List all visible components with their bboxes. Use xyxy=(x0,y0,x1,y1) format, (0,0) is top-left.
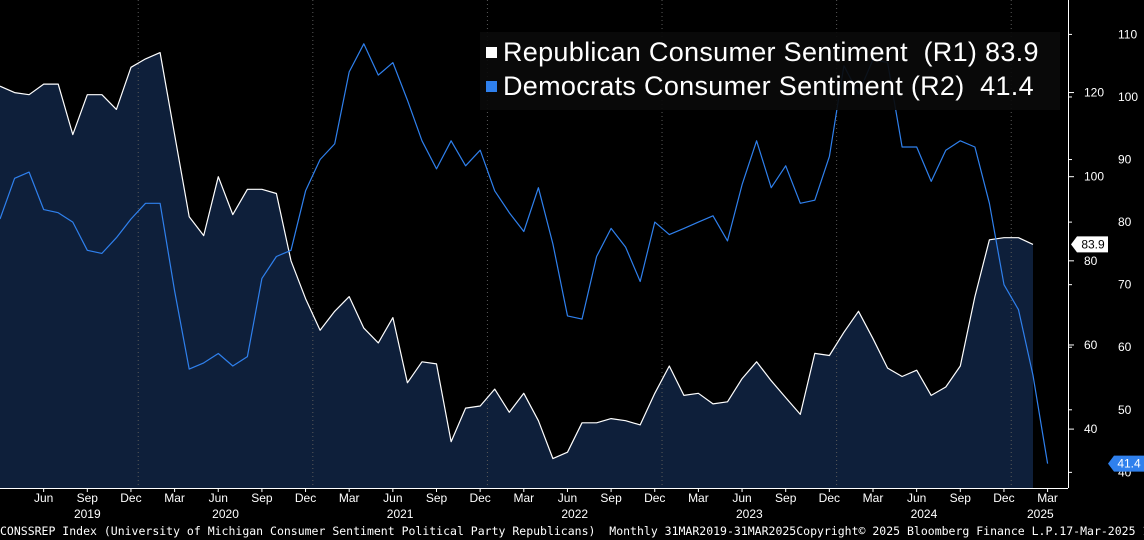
x-month-label: Mar xyxy=(688,491,709,505)
x-month-label: Sep xyxy=(600,491,622,505)
r2-tick-label: 60 xyxy=(1118,340,1132,354)
x-year-label: 2025 xyxy=(1027,507,1054,521)
r2-tick-label: 70 xyxy=(1118,278,1132,292)
r2-tick-label: 50 xyxy=(1118,403,1132,417)
x-month-label: Mar xyxy=(863,491,884,505)
x-month-label: Sep xyxy=(775,491,797,505)
grid-layer xyxy=(137,0,1012,488)
x-month-label: Dec xyxy=(120,491,141,505)
republican-line xyxy=(0,51,1034,460)
x-month-label: Mar xyxy=(513,491,534,505)
x-month-label: Dec xyxy=(993,491,1014,505)
x-year-label: 2019 xyxy=(74,507,101,521)
r1-tick-label: 60 xyxy=(1084,338,1098,352)
r1-tick-label: 100 xyxy=(1084,170,1104,184)
footer-timestamp: 17-Mar-2025 17:18:32 xyxy=(1059,523,1144,538)
x-month-label: Jun xyxy=(209,491,228,505)
x-month-label: Mar xyxy=(164,491,185,505)
r2-last-value-text: 41.4 xyxy=(1117,457,1141,471)
x-month-label: Dec xyxy=(819,491,840,505)
x-month-label: Sep xyxy=(251,491,273,505)
republican-area-layer xyxy=(0,52,1033,488)
x-month-label: Dec xyxy=(295,491,316,505)
x-month-label: Mar xyxy=(339,491,360,505)
r1-tick-label: 80 xyxy=(1084,254,1098,268)
x-month-label: Sep xyxy=(426,491,448,505)
r1-tick-label: 120 xyxy=(1084,86,1104,100)
x-month-label: Sep xyxy=(77,491,99,505)
x-month-label: Dec xyxy=(644,491,665,505)
legend-label-republican: Republican Consumer Sentiment (R1) 83.9 xyxy=(503,37,1039,67)
r2-tick-label: 80 xyxy=(1118,215,1132,229)
legend-label-democrats: Democrats Consumer Sentiment (R2) 41.4 xyxy=(503,71,1034,101)
x-month-label: Sep xyxy=(950,491,972,505)
x-month-label: Jun xyxy=(732,491,751,505)
footer: CONSSREP Index (University of Michigan C… xyxy=(0,521,1144,540)
footer-source: CONSSREP Index (University of Michigan C… xyxy=(0,523,797,538)
republican-line-layer xyxy=(0,51,1034,460)
r1-last-value-text: 83.9 xyxy=(1081,237,1105,251)
x-month-label: Mar xyxy=(1037,491,1058,505)
x-year-label: 2024 xyxy=(911,507,938,521)
x-month-label: Dec xyxy=(469,491,490,505)
x-year-label: 2023 xyxy=(736,507,763,521)
legend-swatch-republican xyxy=(486,47,497,58)
r2-tick-label: 90 xyxy=(1118,153,1132,167)
republican-area xyxy=(0,52,1033,488)
r2-tick-label: 100 xyxy=(1118,90,1138,104)
legend: Republican Consumer Sentiment (R1) 83.9 … xyxy=(480,32,1060,110)
legend-swatch-democrats xyxy=(486,81,497,92)
legend-item-democrats: Democrats Consumer Sentiment (R2) 41.4 xyxy=(486,71,1034,102)
r2-tick-label: 110 xyxy=(1118,27,1137,41)
badge-layer: 83.9 41.4 xyxy=(1071,236,1144,472)
x-year-label: 2020 xyxy=(212,507,239,521)
x-year-label: 2021 xyxy=(387,507,414,521)
x-month-label: Jun xyxy=(558,491,577,505)
footer-copyright: Copyright© 2025 Bloomberg Finance L.P. xyxy=(796,523,1060,538)
x-year-label: 2022 xyxy=(561,507,588,521)
r1-tick-label: 40 xyxy=(1084,422,1098,436)
x-month-label: Jun xyxy=(907,491,926,505)
x-month-label: Jun xyxy=(34,491,53,505)
r2-last-value-badge xyxy=(1108,455,1144,472)
x-month-label: Jun xyxy=(383,491,402,505)
legend-item-republican: Republican Consumer Sentiment (R1) 83.9 xyxy=(486,37,1039,68)
r1-last-value-badge xyxy=(1071,236,1108,253)
